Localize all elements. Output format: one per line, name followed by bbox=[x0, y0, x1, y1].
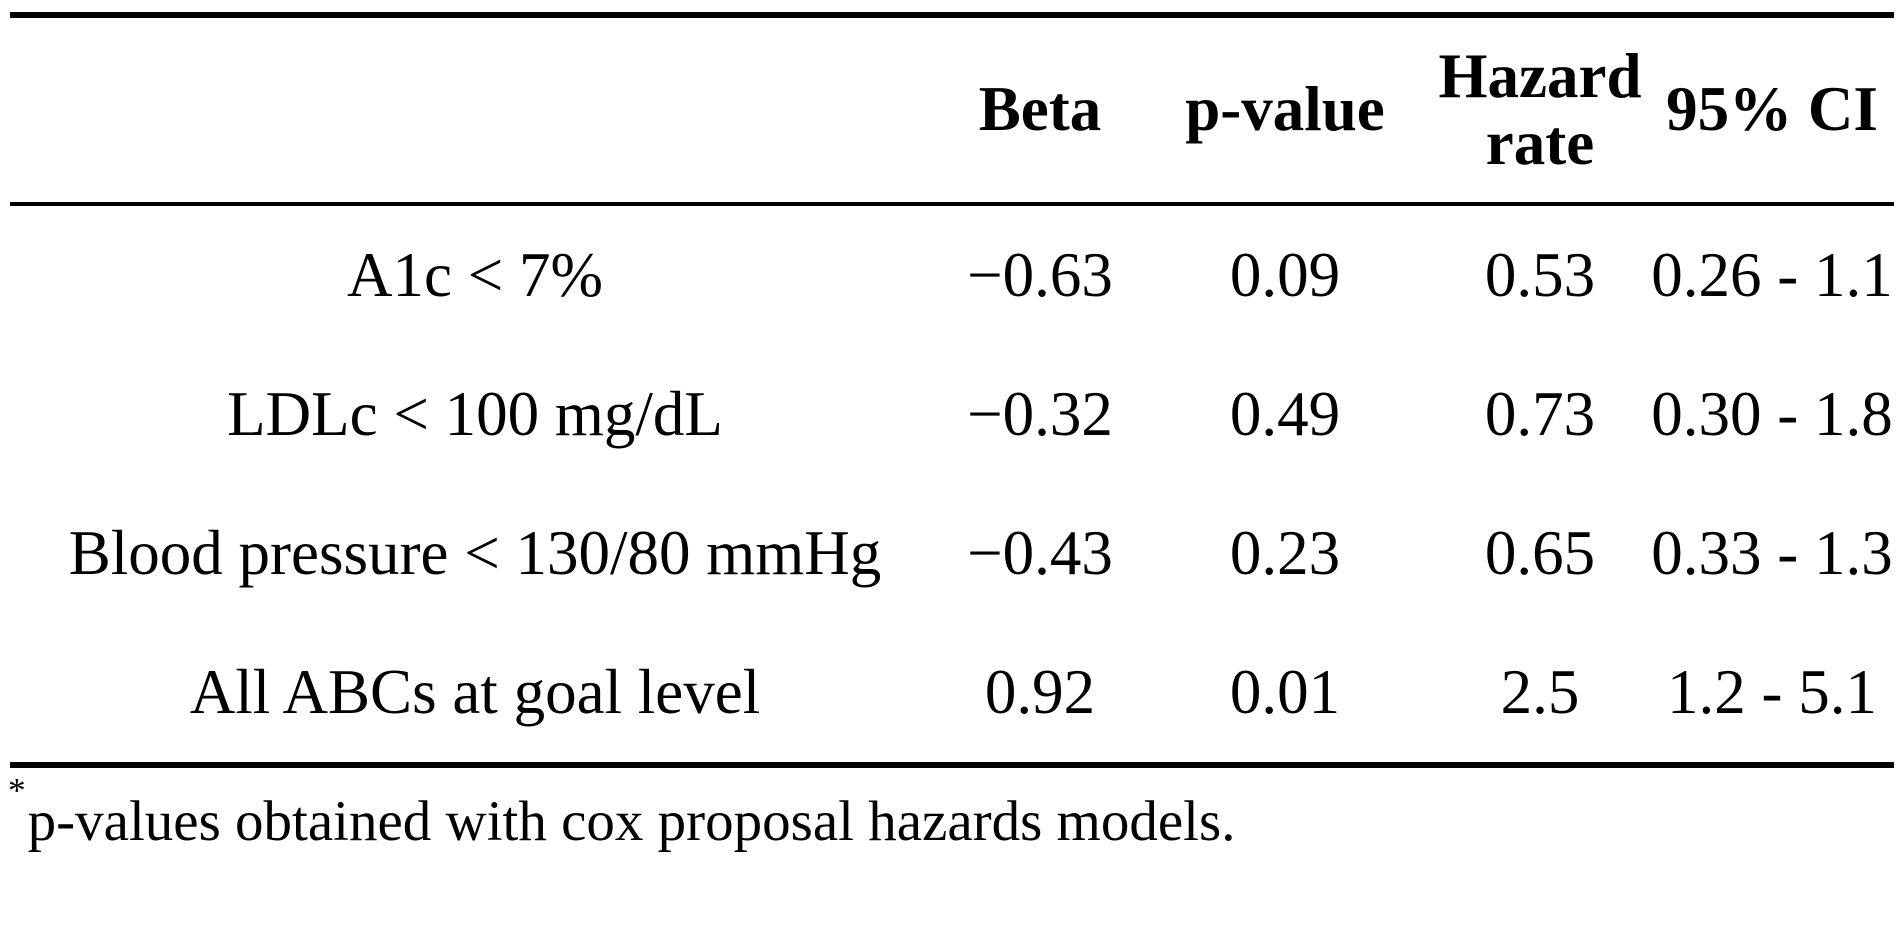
row-label: LDLc < 100 mg/dL bbox=[227, 379, 723, 449]
header-hazard-rate: Hazard rate bbox=[1430, 15, 1650, 206]
p-value: 0.01 bbox=[1140, 623, 1430, 768]
ci-value: 0.26 - 1.1 bbox=[1651, 240, 1893, 310]
table-row: LDLc < 100 mg/dL −0.32 0.49 0.73 0.30 - … bbox=[10, 345, 1894, 484]
table-row: A1c < 7% −0.63 0.09 0.53 0.26 - 1.1 bbox=[10, 204, 1894, 345]
header-p-value: p-value bbox=[1140, 15, 1430, 206]
row-label: All ABCs at goal level bbox=[10, 623, 940, 768]
table-row: Blood pressure < 130/80 mmHg −0.43 0.23 … bbox=[10, 484, 1894, 623]
footnote-asterisk-marker: * bbox=[8, 771, 26, 811]
header-95-ci: 95% CI bbox=[1650, 15, 1894, 206]
beta-value: −0.32 bbox=[967, 379, 1113, 449]
table-row: All ABCs at goal level 0.92 0.01 2.5 1.2… bbox=[10, 623, 1894, 768]
ci-value: 1.2 - 5.1 bbox=[1650, 623, 1894, 768]
p-value: 0.49 bbox=[1229, 379, 1341, 449]
p-value: 0.23 bbox=[1229, 518, 1341, 588]
ci-value: 0.33 - 1.3 bbox=[1651, 518, 1893, 588]
footnote-text: p-values obtained with cox proposal haza… bbox=[27, 790, 1236, 853]
hazard-rate-value: 0.73 bbox=[1484, 379, 1596, 449]
paper-table-figure: Beta p-value Hazard rate 95% CI A1c < 7%… bbox=[0, 12, 1904, 926]
header-variable-blank bbox=[10, 15, 940, 206]
ci-value: 0.30 - 1.8 bbox=[1651, 379, 1893, 449]
header-beta: Beta bbox=[940, 15, 1140, 206]
row-label: Blood pressure < 130/80 mmHg bbox=[68, 518, 882, 588]
p-value: 0.09 bbox=[1229, 240, 1341, 310]
beta-value: 0.92 bbox=[940, 623, 1140, 768]
footnote: *p-values obtained with cox proposal haz… bbox=[8, 771, 1904, 857]
beta-value: −0.43 bbox=[967, 518, 1113, 588]
header-row: Beta p-value Hazard rate 95% CI bbox=[10, 15, 1894, 206]
cox-hazards-table: Beta p-value Hazard rate 95% CI A1c < 7%… bbox=[10, 12, 1894, 768]
hazard-rate-value: 0.53 bbox=[1484, 240, 1596, 310]
row-label: A1c < 7% bbox=[347, 240, 603, 310]
hazard-rate-value: 0.65 bbox=[1484, 518, 1596, 588]
beta-value: −0.63 bbox=[967, 240, 1113, 310]
hazard-rate-value: 2.5 bbox=[1430, 623, 1650, 768]
